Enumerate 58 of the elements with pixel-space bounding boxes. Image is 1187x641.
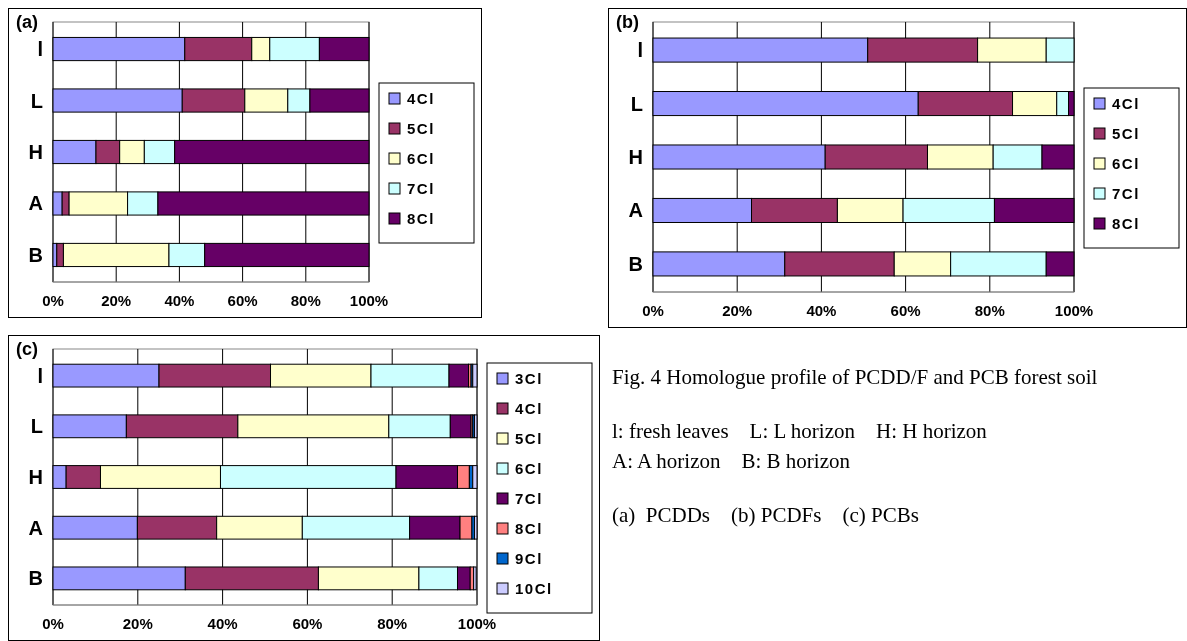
x-tick-label: 20%	[101, 292, 132, 309]
x-tick-label: 0%	[42, 292, 64, 309]
x-tick-label: 80%	[974, 302, 1005, 319]
y-tick-label: A	[628, 199, 643, 222]
x-tick-label: 100%	[349, 292, 389, 309]
y-tick-label: L	[30, 415, 43, 438]
legend-label: 7Cl	[407, 180, 435, 197]
x-tick-label: 0%	[42, 615, 64, 632]
chart-title: (b)	[616, 12, 639, 32]
legend-label: 3Cl	[515, 370, 543, 387]
x-tick-label: 80%	[290, 292, 321, 309]
y-tick-label: H	[28, 141, 43, 163]
x-tick-label: 20%	[722, 302, 753, 319]
text: A: A horizon B: B horizon	[612, 448, 851, 475]
x-tick-label: 60%	[227, 292, 258, 309]
y-tick-label: H	[628, 146, 643, 168]
x-tick-label: 60%	[292, 615, 323, 632]
legend-label: 5Cl	[515, 430, 543, 447]
y-tick-label: l	[637, 39, 643, 62]
legend-label: 4Cl	[407, 90, 435, 107]
x-tick-label: 80%	[377, 615, 408, 632]
legend-label: 8Cl	[407, 210, 435, 227]
x-tick-label: 40%	[806, 302, 837, 319]
legend-label: 7Cl	[1112, 185, 1140, 202]
text: Fig. 4 Homologue profile of PCDD/F and PCB forest soil	[612, 364, 1099, 391]
legend-label: 9Cl	[515, 550, 543, 567]
x-tick-label: 0%	[642, 302, 664, 319]
y-tick-label: B	[28, 243, 43, 266]
legend-label: 5Cl	[407, 120, 435, 137]
x-tick-label: 60%	[890, 302, 921, 319]
legend-label: 7Cl	[515, 490, 543, 507]
y-tick-label: l	[37, 38, 43, 61]
y-tick-label: B	[28, 567, 43, 590]
legend-label: 8Cl	[515, 520, 543, 537]
chart-title: (a)	[16, 12, 38, 32]
legend-label: 6Cl	[1112, 155, 1140, 172]
x-tick-label: 40%	[164, 292, 195, 309]
legend-label: 6Cl	[407, 150, 435, 167]
text: l: fresh leaves L: L horizon H: H horizon	[612, 418, 988, 445]
y-tick-label: B	[628, 252, 643, 275]
y-tick-label: l	[37, 364, 43, 387]
x-tick-label: 100%	[457, 615, 497, 632]
x-tick-label: 20%	[122, 615, 153, 632]
legend-label: 8Cl	[1112, 215, 1140, 232]
legend-label: 6Cl	[515, 460, 543, 477]
legend-label: 5Cl	[1112, 125, 1140, 142]
y-tick-label: L	[30, 89, 43, 112]
legend-label: 4Cl	[1112, 95, 1140, 112]
legend-label: 10Cl	[515, 580, 553, 597]
y-tick-label: H	[28, 466, 43, 488]
y-tick-label: A	[28, 192, 43, 215]
chart-title: (c)	[16, 339, 38, 359]
x-tick-label: 40%	[207, 615, 238, 632]
legend-label: 4Cl	[515, 400, 543, 417]
y-tick-label: L	[630, 92, 643, 115]
y-tick-label: A	[28, 516, 43, 539]
text: (a) PCDDs (b) PCDFs (c) PCBs	[612, 502, 920, 529]
x-tick-label: 100%	[1054, 302, 1094, 319]
